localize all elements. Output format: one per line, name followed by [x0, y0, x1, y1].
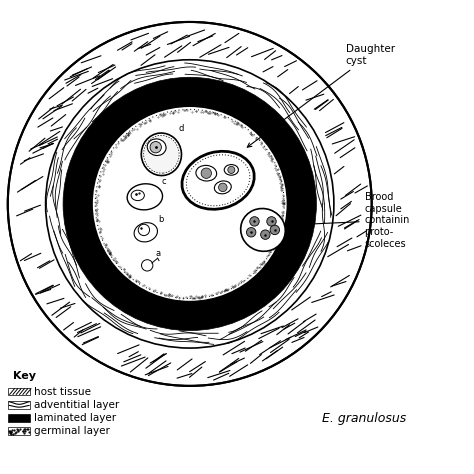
Circle shape: [93, 107, 287, 301]
Text: germinal layer: germinal layer: [34, 426, 110, 436]
Ellipse shape: [186, 155, 250, 206]
Text: E. granulosus: E. granulosus: [322, 412, 406, 426]
Text: host tissue: host tissue: [34, 386, 91, 397]
Text: a: a: [156, 249, 161, 258]
Ellipse shape: [241, 209, 285, 251]
Circle shape: [138, 224, 150, 236]
Circle shape: [142, 260, 153, 271]
Ellipse shape: [182, 151, 254, 210]
Bar: [8, 428, 30, 435]
Circle shape: [98, 112, 282, 296]
Ellipse shape: [147, 139, 166, 155]
Ellipse shape: [144, 136, 179, 173]
Text: c: c: [161, 177, 166, 186]
Circle shape: [8, 22, 372, 386]
Bar: [8, 414, 30, 422]
Ellipse shape: [131, 190, 145, 201]
Circle shape: [219, 183, 227, 191]
Ellipse shape: [141, 133, 182, 175]
Circle shape: [267, 217, 276, 226]
Text: Key: Key: [12, 371, 36, 381]
Circle shape: [270, 225, 280, 235]
Text: laminated layer: laminated layer: [34, 413, 117, 423]
Circle shape: [246, 228, 256, 237]
Circle shape: [46, 60, 334, 348]
Circle shape: [150, 142, 161, 153]
Circle shape: [228, 166, 235, 173]
Text: adventitial layer: adventitial layer: [34, 400, 119, 410]
Ellipse shape: [224, 164, 238, 175]
Bar: [8, 388, 30, 395]
Circle shape: [201, 168, 211, 178]
Circle shape: [250, 217, 259, 226]
Circle shape: [46, 60, 334, 348]
Text: d: d: [179, 124, 184, 133]
Text: Brood
capsule
containin
proto-
scoleces: Brood capsule containin proto- scoleces: [290, 192, 410, 249]
Ellipse shape: [196, 165, 217, 181]
Ellipse shape: [134, 223, 157, 242]
Circle shape: [261, 230, 270, 239]
Text: b: b: [158, 215, 164, 224]
Ellipse shape: [214, 181, 231, 194]
Bar: [8, 401, 30, 409]
Circle shape: [95, 109, 284, 299]
Text: Daughter
cyst: Daughter cyst: [247, 44, 395, 147]
Ellipse shape: [127, 184, 163, 210]
Circle shape: [63, 77, 317, 330]
